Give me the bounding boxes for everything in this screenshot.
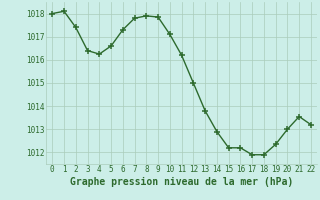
X-axis label: Graphe pression niveau de la mer (hPa): Graphe pression niveau de la mer (hPa) [70,177,293,187]
